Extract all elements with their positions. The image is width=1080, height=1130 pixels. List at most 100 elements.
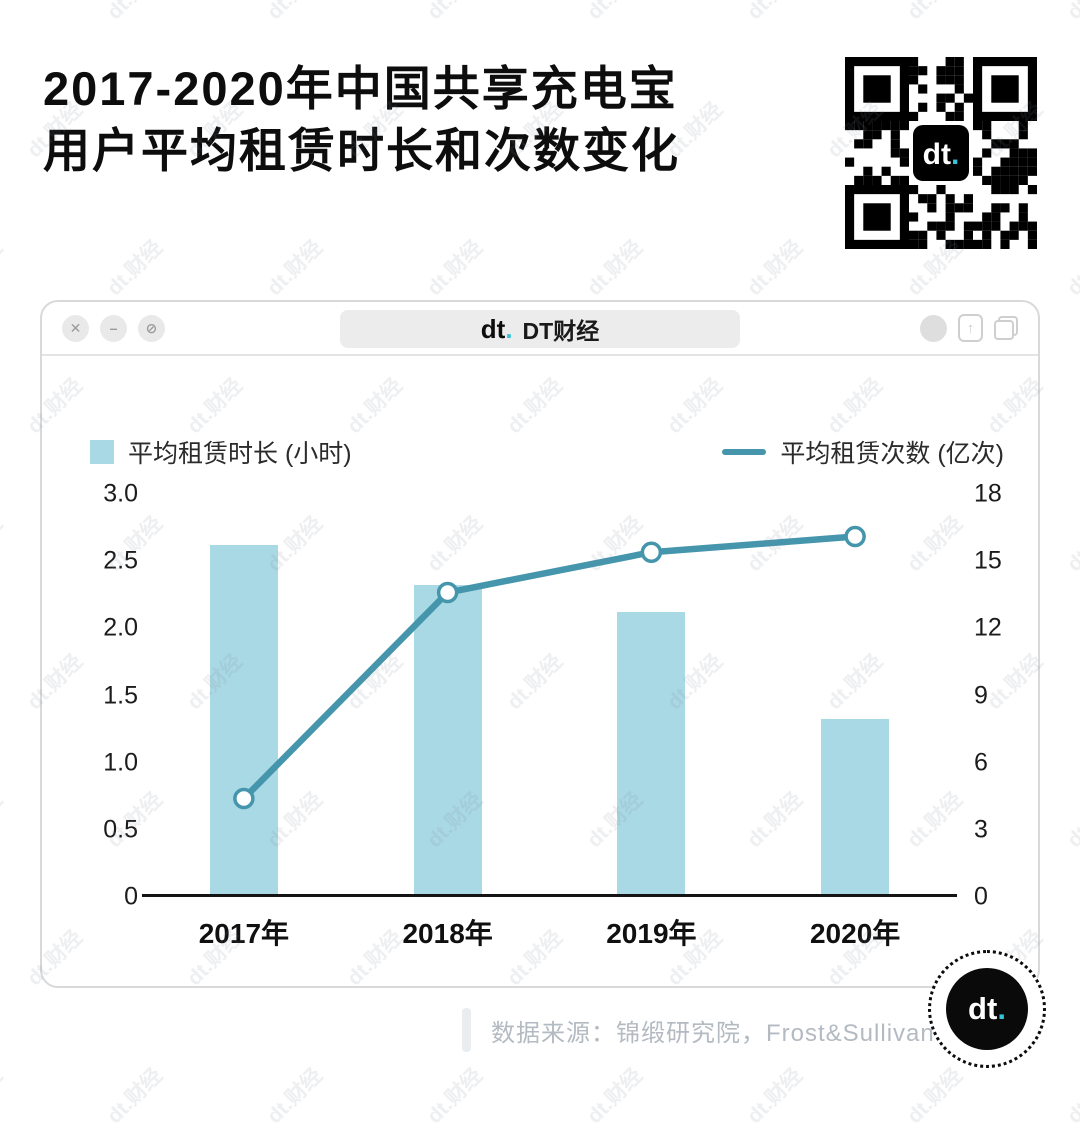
axis-tick-2.5: 2.5	[103, 546, 138, 575]
axis-tick-18: 18	[974, 479, 1002, 508]
qr-module	[909, 57, 919, 67]
right-axis: 18 15 12 9 6 3 0	[974, 480, 1034, 911]
watermark-text: dt.财经	[102, 236, 167, 301]
qr-module	[1009, 157, 1019, 167]
qr-module	[945, 75, 955, 85]
qr-module	[1000, 139, 1010, 149]
axis-tick-3.0: 3.0	[103, 479, 138, 508]
qr-module	[1018, 203, 1028, 213]
qr-module	[973, 221, 983, 231]
qr-module	[973, 157, 983, 167]
qr-module	[872, 121, 882, 131]
qr-module	[945, 93, 955, 103]
line-path	[240, 533, 859, 802]
qr-module	[954, 203, 964, 213]
qr-module	[881, 166, 891, 176]
line-point-2020年	[844, 525, 866, 548]
circle-button[interactable]	[920, 314, 947, 342]
qr-module	[845, 157, 855, 167]
watermark-text: dt.财经	[262, 1064, 327, 1129]
block-button[interactable]: ⊘	[138, 314, 165, 342]
watermark-text: dt.财经	[1062, 788, 1080, 853]
qr-module	[1009, 230, 1019, 240]
qr-module	[863, 121, 873, 131]
watermark-text: dt.财经	[259, 0, 328, 26]
qr-module	[918, 194, 928, 204]
watermark-text: dt.财经	[742, 1064, 807, 1129]
qr-module	[899, 175, 909, 185]
axis-tick-1.5: 1.5	[103, 681, 138, 709]
share-icon[interactable]: ↑	[958, 314, 983, 342]
qr-module	[1009, 139, 1019, 149]
watermark-text: dt.财经	[0, 1064, 7, 1129]
axis-tick-3: 3	[974, 815, 988, 844]
watermark-text: dt.财经	[1062, 236, 1080, 301]
dt-badge-logo: dt.	[946, 968, 1028, 1050]
qr-module	[913, 125, 969, 181]
dt-badge: dt.	[928, 950, 1046, 1068]
axis-tick-1.0: 1.0	[103, 748, 138, 777]
qr-module	[954, 102, 964, 112]
qr-module	[954, 111, 964, 121]
dt-logo-dot: .	[505, 313, 513, 344]
qr-module	[872, 175, 882, 185]
dt-logo: dt.	[481, 314, 513, 345]
bar-2017年	[209, 544, 278, 894]
qr-module	[1000, 166, 1010, 176]
line-point-2018年	[436, 581, 459, 604]
qr-module	[1018, 157, 1028, 167]
bar-legend-swatch	[90, 440, 114, 464]
close-button[interactable]: ✕	[62, 314, 89, 342]
qr-module	[890, 148, 900, 158]
watermark-text: dt.财经	[262, 236, 327, 301]
qr-module	[1027, 157, 1037, 167]
watermark-text: dt.财经	[739, 0, 808, 26]
qr-module	[945, 221, 955, 231]
restore-icon[interactable]	[994, 316, 1018, 340]
minimize-button[interactable]: –	[100, 314, 127, 342]
brand-pill: dt. DT财经	[340, 310, 740, 348]
x-label-2020年: 2020年	[809, 918, 901, 949]
qr-module	[1027, 221, 1037, 231]
axis-tick-0: 0	[124, 882, 138, 911]
qr-module	[918, 239, 928, 249]
qr-module	[1027, 230, 1037, 240]
qr-module	[1027, 148, 1037, 158]
x-label-2018年: 2018年	[402, 918, 493, 949]
qr-module	[909, 75, 919, 85]
qr-module	[863, 203, 891, 231]
qr-module	[927, 194, 937, 204]
watermark-text: dt.财经	[582, 1064, 647, 1129]
qr-module	[963, 230, 973, 240]
line-point-2017年	[233, 787, 255, 810]
qr-module	[918, 102, 928, 112]
qr-module	[973, 121, 983, 131]
qr-module	[890, 130, 900, 140]
qr-module	[863, 166, 873, 176]
axis-tick-2.0: 2.0	[103, 613, 138, 642]
watermark-text: dt.财经	[0, 512, 7, 577]
qr-module	[991, 221, 1001, 231]
qr-module	[872, 130, 882, 140]
qr-module	[936, 230, 946, 240]
qr-module	[899, 121, 909, 131]
qr-module	[936, 66, 946, 76]
qr-module	[927, 203, 937, 213]
chart-window: ✕ – ⊘ dt. DT财经 ↑ 平均租赁时长 (小时) 平均租赁次数 (亿次)…	[40, 300, 1040, 988]
qr-module	[936, 221, 946, 231]
qr-module	[918, 230, 928, 240]
qr-module	[1009, 166, 1019, 176]
qr-module	[1018, 166, 1028, 176]
qr-module	[945, 203, 955, 213]
qr-module	[1018, 221, 1028, 231]
dt-badge-text: dt.	[968, 991, 1006, 1027]
qr-module	[909, 239, 919, 249]
line-point-2019年	[640, 541, 663, 563]
brand-name: DT财经	[522, 318, 600, 344]
qr-module	[918, 84, 928, 94]
qr-module	[963, 194, 973, 204]
legend-line-series: 平均租赁次数 (亿次)	[722, 434, 1004, 470]
qr-module	[1027, 239, 1037, 249]
qr-module	[963, 221, 973, 231]
qr-module	[909, 230, 919, 240]
